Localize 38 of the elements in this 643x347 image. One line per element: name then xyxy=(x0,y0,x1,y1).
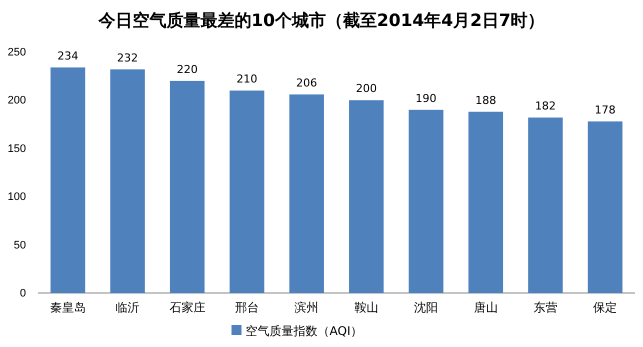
bar xyxy=(170,80,205,293)
data-label: 190 xyxy=(416,92,437,105)
y-tick-label: 100 xyxy=(8,191,26,204)
y-tick-label: 0 xyxy=(20,288,26,300)
data-label: 188 xyxy=(475,94,496,107)
x-tick-label: 沈阳 xyxy=(414,300,438,315)
bar xyxy=(110,69,145,293)
bar xyxy=(588,121,622,293)
y-tick-label: 150 xyxy=(8,142,26,155)
data-label: 200 xyxy=(356,82,377,96)
bar xyxy=(230,90,264,293)
data-label: 206 xyxy=(296,76,318,90)
data-label: 182 xyxy=(534,100,556,113)
data-label: 220 xyxy=(176,62,198,76)
x-tick-label: 东营 xyxy=(533,300,558,315)
x-tick-label: 石家庄 xyxy=(169,300,206,315)
x-tick-label: 秦皇岛 xyxy=(50,300,86,315)
x-tick-label: 邢台 xyxy=(234,300,259,315)
y-tick-label: 250 xyxy=(8,46,26,59)
x-tick-label: 滨州 xyxy=(294,300,319,315)
data-label: 234 xyxy=(57,49,78,62)
legend-label: 空气质量指数（AQI） xyxy=(246,324,362,338)
x-tick-label: 唐山 xyxy=(474,300,498,315)
y-tick-label: 50 xyxy=(14,239,26,252)
x-tick-label: 保定 xyxy=(593,300,618,315)
data-label: 178 xyxy=(594,103,616,116)
bar xyxy=(289,94,324,293)
bar xyxy=(468,112,504,293)
bar xyxy=(50,67,86,293)
x-tick-label: 临沂 xyxy=(116,300,140,315)
data-label: 210 xyxy=(236,72,258,86)
data-label: 232 xyxy=(117,51,138,64)
x-tick-label: 鞍山 xyxy=(354,300,378,315)
chart-title: 今日空气质量最差的10个城市（截至2014年4月2日7时） xyxy=(97,11,545,31)
bar xyxy=(349,100,384,293)
bar xyxy=(408,110,444,293)
y-tick-label: 200 xyxy=(8,94,26,107)
bar xyxy=(528,118,563,293)
